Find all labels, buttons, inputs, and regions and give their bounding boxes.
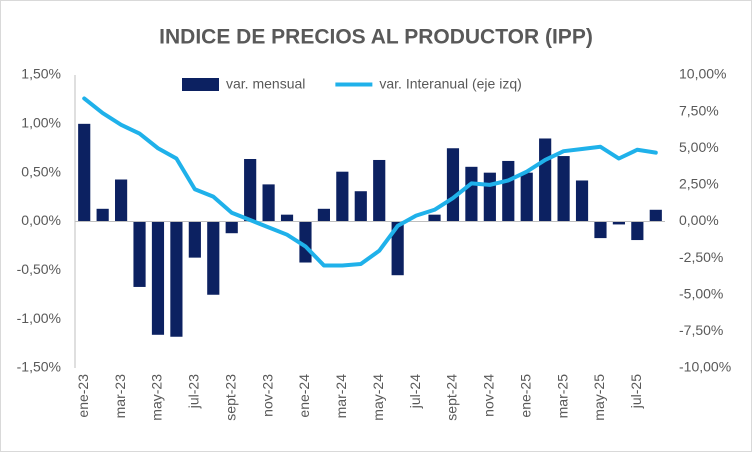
- bar: [317, 208, 330, 222]
- bar: [280, 214, 294, 222]
- x-tick-label: ene-23: [75, 374, 91, 418]
- bar: [170, 221, 183, 337]
- x-tick-label: sept-24: [444, 374, 460, 421]
- y2-tick-label: -5,00%: [679, 285, 723, 301]
- x-tick-label: may-25: [591, 374, 607, 421]
- bar: [520, 172, 533, 222]
- x-tick-label: may-23: [149, 374, 165, 421]
- y-tick-label: 1,50%: [21, 66, 61, 82]
- bar: [391, 221, 404, 276]
- bar: [373, 159, 386, 222]
- y2-tick-label: 2,50%: [679, 176, 719, 192]
- bar: [502, 160, 515, 222]
- legend-label: var. mensual: [226, 76, 305, 92]
- bar: [151, 221, 165, 335]
- y2-tick-label: 7,50%: [679, 102, 719, 118]
- bar: [207, 221, 220, 295]
- x-tick-label: mar-25: [554, 374, 570, 419]
- y-tick-label: -0,50%: [17, 261, 61, 277]
- x-tick-label: sept-23: [222, 374, 238, 421]
- bar: [557, 156, 570, 222]
- y-tick-label: 1,00%: [21, 115, 61, 131]
- bar: [244, 158, 257, 222]
- x-tick-label: ene-25: [517, 374, 533, 418]
- bar: [649, 209, 662, 222]
- bar: [446, 148, 460, 222]
- x-tick-label: nov-24: [481, 374, 497, 417]
- bar: [336, 171, 349, 222]
- y-tick-label: 0,00%: [21, 212, 61, 228]
- bar: [465, 166, 478, 222]
- x-tick-label: jul-23: [186, 374, 202, 409]
- bar: [115, 179, 128, 222]
- x-tick-label: jul-24: [407, 374, 423, 409]
- x-tick-label: mar-24: [333, 374, 349, 419]
- bar: [631, 221, 644, 241]
- y-tick-label: -1,00%: [17, 310, 61, 326]
- bar: [133, 221, 146, 287]
- bar: [483, 172, 496, 222]
- bar: [539, 138, 552, 222]
- legend-swatch: [182, 78, 219, 91]
- x-tick-label: jul-25: [628, 374, 644, 409]
- x-tick-label: mar-23: [112, 374, 128, 419]
- chart-title: INDICE DE PRECIOS AL PRODUCTOR (IPP): [159, 26, 593, 49]
- x-tick-label: nov-23: [259, 374, 275, 417]
- bar: [262, 184, 275, 222]
- y-tick-label: 0,50%: [21, 163, 61, 179]
- y2-tick-label: -2,50%: [679, 249, 723, 265]
- legend-label: var. Interanual (eje izq): [379, 76, 521, 92]
- y2-tick-label: 10,00%: [679, 66, 726, 82]
- bar: [354, 191, 367, 222]
- y2-tick-label: 5,00%: [679, 139, 719, 155]
- y2-tick-label: -7,50%: [679, 322, 723, 338]
- line-series: [82, 96, 658, 268]
- bar: [96, 208, 109, 222]
- bar: [594, 221, 607, 239]
- bar: [428, 214, 441, 222]
- x-tick-label: may-24: [370, 374, 386, 421]
- x-tick-label: ene-24: [296, 374, 312, 418]
- y2-tick-label: -10,00%: [679, 359, 731, 375]
- bar: [78, 123, 91, 222]
- bar: [612, 221, 625, 225]
- y-tick-label: -1,50%: [17, 359, 61, 375]
- y2-tick-label: 0,00%: [679, 212, 719, 228]
- bar: [575, 180, 589, 222]
- bar: [188, 221, 201, 258]
- bar: [225, 221, 238, 234]
